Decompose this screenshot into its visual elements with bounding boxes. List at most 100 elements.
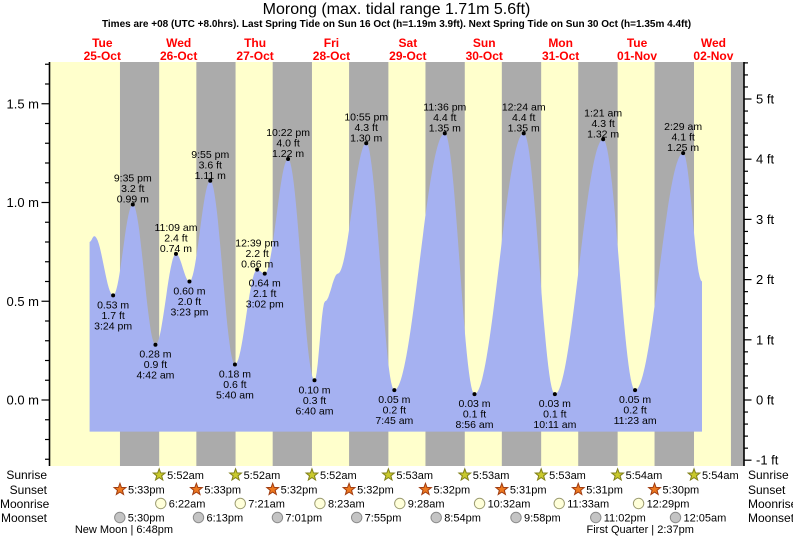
sunset-row-label-right: Sunset bbox=[748, 483, 786, 497]
sunset-time: 5:32pm bbox=[281, 485, 318, 497]
tide-annotation-time: 10:11 am bbox=[533, 419, 576, 431]
tide-annotation-ft: 4.4 ft bbox=[512, 112, 535, 124]
moonset-moon-icon bbox=[590, 511, 602, 524]
tide-annotation-ft: 3.2 ft bbox=[121, 183, 144, 195]
tide-annotation-time: 11:09 am bbox=[154, 222, 197, 234]
day-label-date: 26-Oct bbox=[160, 49, 197, 63]
moonset-moon-icon bbox=[430, 511, 442, 524]
tide-annotation-time: 10:55 pm bbox=[344, 111, 388, 123]
tide-annotation-m: 0.05 m bbox=[378, 394, 410, 406]
tide-annotation-time: 3:02 pm bbox=[246, 299, 284, 311]
moonrise-time: 10:32am bbox=[488, 499, 531, 511]
moonrise-moon-icon bbox=[234, 497, 246, 510]
tide-annotation-ft: 2.0 ft bbox=[178, 296, 201, 308]
tide-annotation-m: 0.10 m bbox=[298, 384, 330, 396]
moonset-moon-icon bbox=[510, 511, 522, 524]
sunset-time: 5:32pm bbox=[433, 485, 470, 497]
moonset-time: 11:02pm bbox=[604, 513, 646, 525]
chart-subtitle: Times are +08 (UTC +8.0hrs). Last Spring… bbox=[101, 19, 692, 30]
tide-extreme-dot bbox=[681, 151, 686, 156]
sunrise-star-icon bbox=[381, 467, 396, 482]
tide-annotation-m: 0.18 m bbox=[219, 368, 251, 380]
y-axis-right-label: 1 ft bbox=[756, 332, 774, 347]
sunset-time: 5:33pm bbox=[204, 485, 241, 497]
tide-annotation-time: 4:42 am bbox=[136, 370, 174, 382]
day-label-date: 31-Oct bbox=[542, 49, 579, 63]
sunset-time: 5:32pm bbox=[357, 485, 394, 497]
tide-annotation-time: 6:40 am bbox=[296, 405, 334, 417]
tide-annotation-time: 12:24 am bbox=[502, 101, 546, 113]
sunrise-row-label-right: Sunrise bbox=[748, 468, 789, 482]
moonrise-time: 9:28am bbox=[408, 499, 445, 511]
day-label-weekday: Fri bbox=[324, 36, 339, 50]
day-label-weekday: Sun bbox=[473, 36, 496, 50]
y-axis-left-label: 0.5 m bbox=[6, 294, 39, 309]
moonset-time: 6:13pm bbox=[206, 513, 243, 525]
moonset-row-label-right: Moonset bbox=[748, 511, 793, 525]
moonset-time: 5:30pm bbox=[128, 513, 165, 525]
sunrise-star-icon bbox=[533, 467, 549, 482]
tide-annotation-ft: 0.2 ft bbox=[623, 405, 646, 417]
tide-annotation-ft: 2.4 ft bbox=[164, 232, 187, 244]
tide-annotation-m: 0.64 m bbox=[249, 278, 281, 290]
tide-extreme-dot bbox=[208, 178, 213, 183]
tide-annotation-time: 12:39 pm bbox=[235, 238, 279, 250]
tide-annotation-time: 2:29 am bbox=[664, 121, 702, 133]
moon-phase-label: New Moon | 6:48pm bbox=[75, 524, 173, 536]
tide-annotation-m: 0.53 m bbox=[97, 299, 129, 311]
sunrise-time: 5:52am bbox=[167, 470, 204, 482]
sunset-row-label-left: Sunset bbox=[9, 483, 47, 497]
day-label-weekday: Mon bbox=[548, 36, 573, 50]
tide-annotation-m: 0.03 m bbox=[539, 398, 571, 410]
tide-annotation-ft: 2.1 ft bbox=[253, 288, 276, 300]
y-axis-right-label: 5 ft bbox=[756, 92, 774, 107]
day-label-weekday: Sat bbox=[399, 36, 418, 50]
tide-annotation-ft: 3.6 ft bbox=[199, 159, 222, 171]
night-band bbox=[730, 62, 744, 466]
tide-annotation-time: 11:23 am bbox=[614, 415, 657, 427]
y-axis-left-label: 1.0 m bbox=[6, 195, 39, 210]
day-label-weekday: Tue bbox=[92, 36, 113, 50]
tide-annotation-m: 1.25 m bbox=[667, 142, 699, 154]
tide-extreme-dot bbox=[552, 392, 557, 397]
tide-annotation-m: 0.03 m bbox=[458, 398, 490, 410]
tide-annotation-m: 0.28 m bbox=[139, 349, 171, 361]
day-label-weekday: Wed bbox=[701, 36, 726, 50]
moonrise-moon-icon bbox=[473, 497, 486, 510]
moonset-moon-icon bbox=[114, 511, 126, 524]
sunrise-time: 5:52am bbox=[320, 470, 357, 482]
moonrise-moon-icon bbox=[553, 497, 565, 510]
tide-annotation-m: 0.74 m bbox=[160, 243, 192, 255]
tide-annotation-time: 8:56 am bbox=[456, 419, 494, 431]
sunrise-time: 5:53am bbox=[473, 470, 510, 482]
tide-annotation-ft: 4.3 ft bbox=[355, 122, 378, 134]
day-label-date: 29-Oct bbox=[389, 49, 426, 63]
tide-annotation-m: 1.30 m bbox=[350, 132, 382, 144]
tide-annotation-m: 0.99 m bbox=[117, 193, 149, 205]
tide-annotation-time: 1:21 am bbox=[584, 107, 622, 119]
tide-curve-area bbox=[89, 133, 703, 432]
moonrise-row-label-right: Moonrise bbox=[748, 497, 793, 511]
sunset-time: 5:33pm bbox=[128, 485, 165, 497]
sunset-time: 5:30pm bbox=[663, 485, 700, 497]
moonrise-time: 8:23am bbox=[328, 499, 365, 511]
sunrise-time: 5:54am bbox=[626, 470, 663, 482]
sunrise-star-icon bbox=[457, 467, 473, 482]
sunrise-star-icon bbox=[151, 467, 167, 482]
sunset-star-icon bbox=[341, 481, 357, 496]
tide-annotation-time: 7:45 am bbox=[375, 415, 413, 427]
y-axis-right-label: 2 ft bbox=[756, 272, 774, 287]
tide-annotation-m: 1.11 m bbox=[195, 170, 227, 182]
tide-annotation-ft: 4.0 ft bbox=[276, 138, 299, 150]
tide-annotation-ft: 0.9 ft bbox=[144, 359, 167, 371]
tide-extreme-dot bbox=[472, 392, 477, 397]
tide-extreme-dot bbox=[312, 378, 317, 383]
y-axis-right-label: 3 ft bbox=[756, 212, 774, 227]
tide-annotation-m: 1.35 m bbox=[508, 122, 540, 134]
tide-extreme-dot bbox=[262, 271, 267, 276]
sunrise-time: 5:52am bbox=[244, 470, 281, 482]
moonset-moon-icon bbox=[350, 511, 363, 524]
sunrise-row-label-left: Sunrise bbox=[6, 468, 47, 482]
moonset-moon-icon bbox=[192, 511, 205, 524]
day-label-weekday: Wed bbox=[166, 36, 191, 50]
